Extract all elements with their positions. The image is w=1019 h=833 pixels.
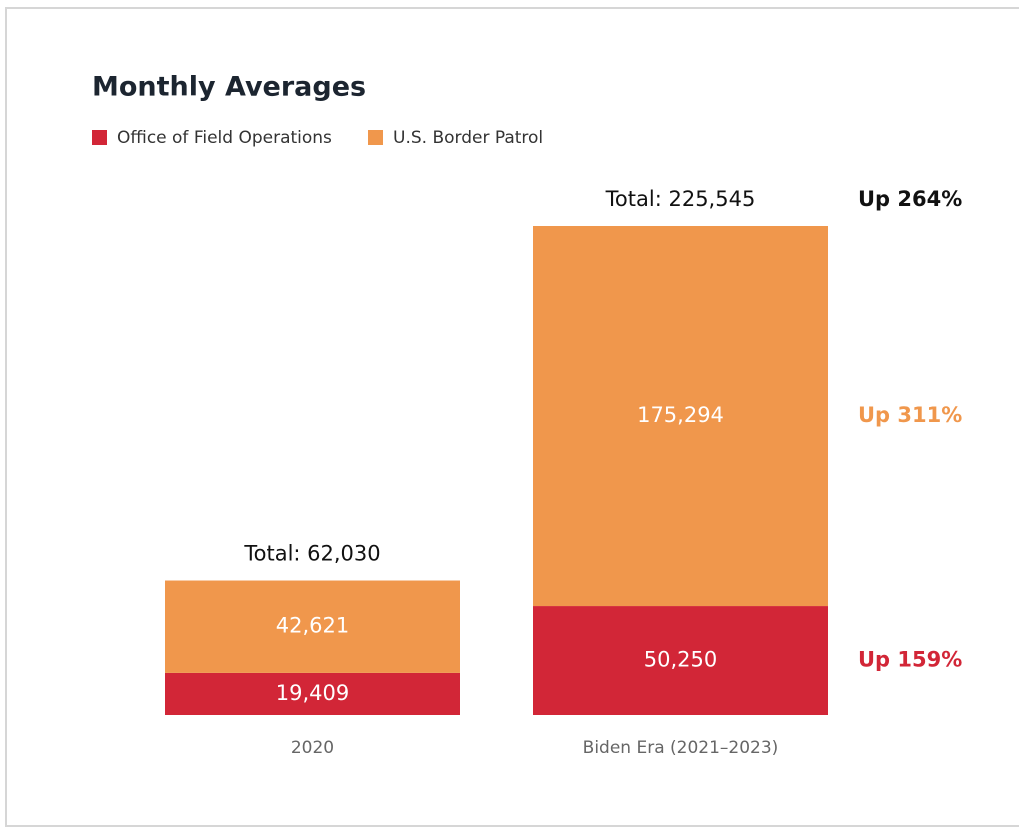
total-label: Total: 62,030 [243,542,380,566]
x-tick-label: 2020 [291,738,334,758]
bar-segment [533,606,828,715]
chart-title: Monthly Averages [92,72,366,103]
legend-swatch [92,130,107,145]
legend-label: U.S. Border Patrol [393,128,543,148]
legend-swatch [368,130,383,145]
x-tick-label: Biden Era (2021–2023) [583,738,779,758]
value-label: 19,409 [276,681,349,705]
annotation: Up 159% [858,648,962,672]
bar-segment [165,580,460,673]
value-label: 50,250 [644,648,717,672]
legend-label: Office of Field Operations [117,128,332,148]
bar-segment [165,672,460,715]
annotation: Up 311% [858,403,962,427]
total-label: Total: 225,545 [605,187,756,211]
value-label: 175,294 [637,403,724,427]
bar-segment [533,226,828,607]
annotation: Up 264% [858,187,962,211]
value-label: 42,621 [276,614,349,638]
